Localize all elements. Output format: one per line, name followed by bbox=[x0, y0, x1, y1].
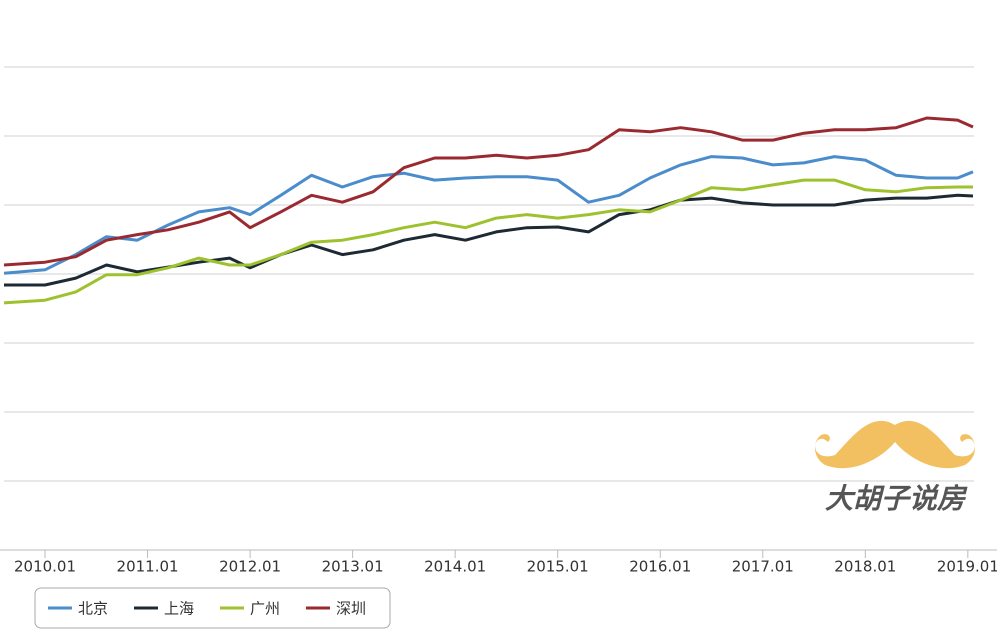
watermark-logo: 大胡子说房 bbox=[814, 420, 976, 515]
legend-box bbox=[34, 587, 391, 629]
x-tick-label: 2016.01 bbox=[629, 558, 691, 576]
mustache bbox=[814, 420, 976, 469]
x-tick-label: 2017.01 bbox=[732, 558, 794, 576]
series-line bbox=[3, 155, 974, 275]
x-tick-label: 2018.01 bbox=[834, 558, 896, 576]
x-tick-label: 2012.01 bbox=[219, 558, 281, 576]
legend-label: 深圳 bbox=[336, 600, 366, 618]
legend-label: 广州 bbox=[250, 600, 280, 618]
x-tick-label: 2013.01 bbox=[322, 558, 384, 576]
x-tick-label: 2010.01 bbox=[14, 558, 76, 576]
x-tick-label: 2011.01 bbox=[117, 558, 179, 576]
x-tick-label: 2014.01 bbox=[424, 558, 486, 576]
series-line bbox=[3, 178, 973, 305]
legend-label: 北京 bbox=[78, 600, 108, 618]
series-line bbox=[3, 116, 974, 267]
x-tick-label: 2019.01 bbox=[937, 558, 997, 576]
x-tick-label: 2015.01 bbox=[527, 558, 589, 576]
watermark-text: 大胡子说房 bbox=[825, 482, 968, 515]
legend-label: 上海 bbox=[164, 600, 194, 618]
